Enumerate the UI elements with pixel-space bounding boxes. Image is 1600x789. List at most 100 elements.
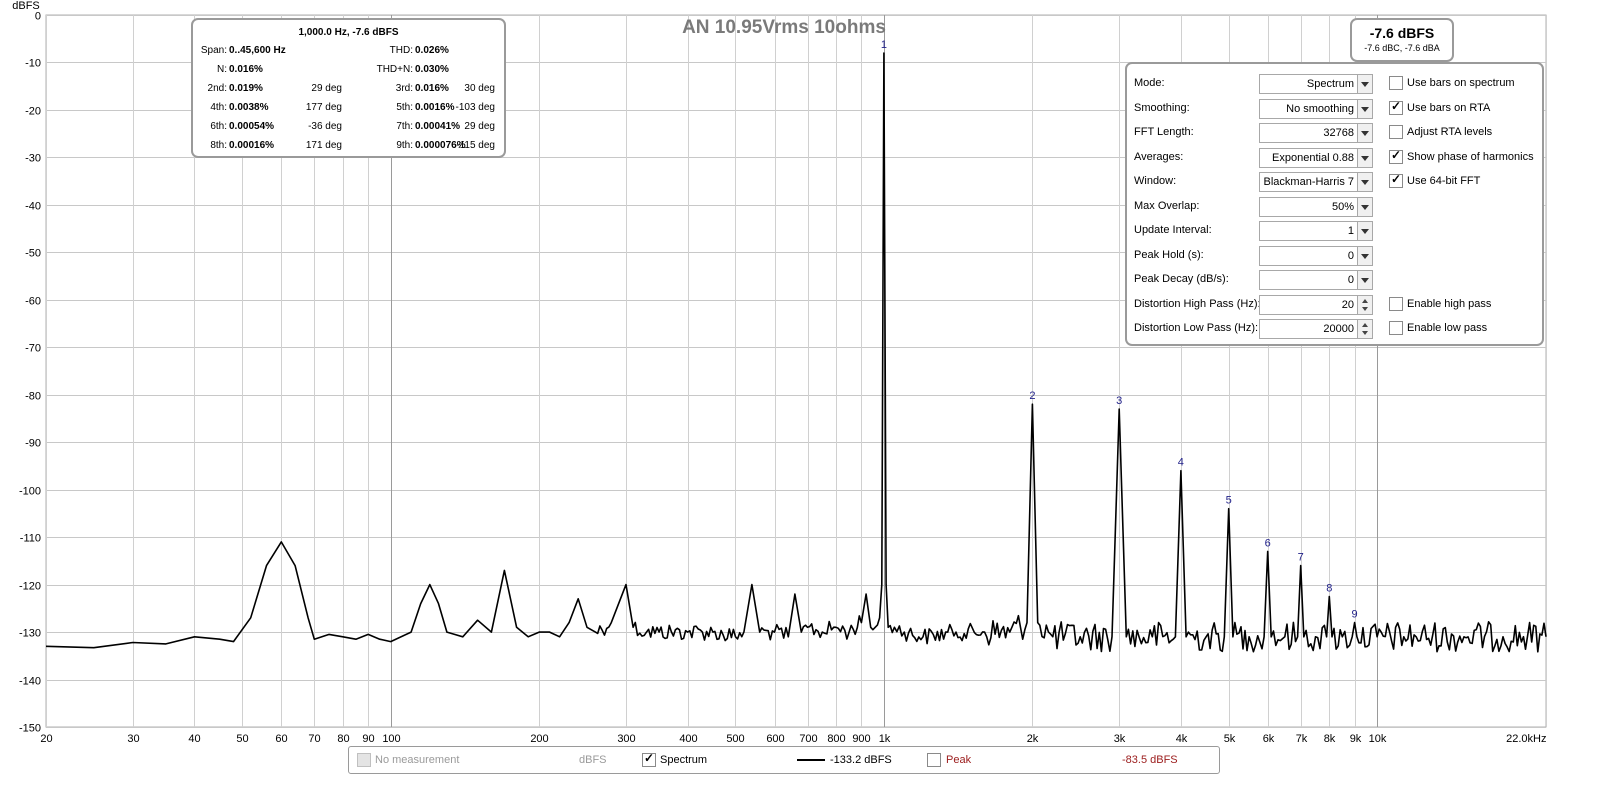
x-tick-label: 900 [852, 733, 870, 745]
control-label: Peak Decay (dB/s): [1134, 273, 1229, 285]
control-label: Window: [1134, 175, 1177, 187]
spectrum-checkbox[interactable] [642, 751, 656, 767]
harmonic-marker-label: 4 [1178, 457, 1184, 469]
option-checkbox[interactable] [1389, 99, 1403, 115]
y-tick-label: -70 [25, 343, 41, 355]
x-tick-label: 40 [188, 733, 200, 745]
control-value: 20 [1341, 298, 1354, 311]
harmonic-phase: 177 deg [305, 102, 342, 113]
x-tick-label: 8k [1324, 733, 1336, 745]
level-sub: -7.6 dBC, -7.6 dBA [1364, 43, 1440, 53]
y-tick-label: -100 [19, 486, 41, 498]
chevron-down-icon[interactable] [1357, 99, 1372, 118]
x-tick-label: 22.0kHz [1506, 733, 1546, 745]
harmonic-label: 2nd: [207, 83, 227, 94]
y-tick-label: -50 [25, 248, 41, 260]
y-axis-label: dBFS [12, 0, 40, 12]
chevron-down-icon[interactable] [1357, 173, 1372, 191]
chevron-down-icon[interactable] [1357, 222, 1372, 240]
spinner-arrows-icon[interactable] [1357, 320, 1372, 338]
stats-harmonic-row: 2nd: 0.019% 29 deg 3rd: 0.016% 30 deg [193, 82, 504, 96]
thdn-value: 0.030% [415, 64, 449, 75]
chevron-down-icon[interactable] [1357, 271, 1372, 289]
harmonic-marker-label: 1 [881, 39, 887, 51]
control-spinner[interactable]: 20 [1259, 294, 1373, 315]
spectrum-legend-label: Spectrum [660, 754, 708, 766]
control-value: 20000 [1323, 323, 1354, 335]
control-dropdown[interactable]: 0 [1259, 270, 1373, 290]
option-checkbox[interactable] [1389, 76, 1403, 90]
harmonic-value: 0.00016% [229, 140, 275, 151]
spectrum-line-swatch [797, 759, 825, 761]
harmonic-phase: -103 deg [455, 102, 495, 113]
peak-checkbox[interactable] [927, 753, 941, 767]
y-tick-label: -60 [25, 296, 41, 308]
option-checkbox[interactable] [1389, 125, 1403, 139]
harmonic-value: 0.00054% [229, 121, 275, 132]
spinner-arrows-icon[interactable] [1357, 295, 1372, 314]
control-value: Spectrum [1306, 78, 1354, 90]
harmonic-value: 0.000076% [415, 140, 466, 151]
y-tick-label: -150 [19, 723, 41, 735]
control-row: FFT Length: 32768 Adjust RTA levels [1127, 123, 1542, 143]
control-dropdown[interactable]: 50% [1259, 196, 1373, 217]
chevron-down-icon[interactable] [1357, 124, 1372, 142]
control-dropdown[interactable]: Blackman-Harris 7 [1259, 172, 1373, 192]
x-tick-label: 400 [679, 733, 697, 745]
harmonic-label: 5th: [396, 102, 413, 113]
harmonic-marker-label: 9 [1351, 609, 1357, 621]
x-tick-label: 1k [879, 733, 891, 745]
control-value: No smoothing [1286, 102, 1354, 115]
no-measurement-label: No measurement [375, 754, 460, 766]
control-label: Max Overlap: [1134, 199, 1200, 212]
chevron-down-icon[interactable] [1357, 75, 1372, 93]
harmonic-label: 7th: [396, 121, 413, 132]
no-measurement-checkbox[interactable] [357, 753, 371, 767]
harmonic-value: 0.0016% [415, 102, 455, 113]
harmonic-phase: -36 deg [308, 121, 342, 132]
x-tick-label: 100 [382, 733, 400, 745]
chevron-down-icon[interactable] [1357, 148, 1372, 167]
x-tick-label: 6k [1263, 733, 1275, 745]
control-label: Peak Hold (s): [1134, 248, 1204, 261]
harmonic-value: 0.016% [415, 83, 449, 94]
control-label: Averages: [1134, 150, 1184, 163]
harmonic-marker-label: 7 [1298, 552, 1304, 564]
x-tick-label: 70 [308, 733, 320, 745]
n-label: N: [217, 64, 227, 75]
legend-bar: No measurement dBFS Spectrum -133.2 dBFS… [348, 746, 1220, 774]
chevron-down-icon[interactable] [1357, 197, 1372, 216]
x-tick-label: 600 [766, 733, 784, 745]
harmonic-phase: 29 deg [311, 83, 342, 94]
control-spinner[interactable]: 20000 [1259, 319, 1373, 339]
control-row: Distortion Low Pass (Hz): 20000 Enable low… [1127, 319, 1542, 339]
control-dropdown[interactable]: 1 [1259, 221, 1373, 241]
control-row: Window: Blackman-Harris 7 Use 64-bit FFT [1127, 172, 1542, 192]
level-main: -7.6 dBFS [1369, 25, 1435, 41]
control-dropdown[interactable]: Exponential 0.88 [1259, 147, 1373, 168]
option-checkbox[interactable] [1389, 172, 1403, 188]
x-tick-label: 200 [530, 733, 548, 745]
chevron-down-icon[interactable] [1357, 246, 1372, 265]
x-tick-label: 60 [275, 733, 287, 745]
distortion-stats-panel: 1,000.0 Hz, -7.6 dBFS Span: 0..45,600 Hz… [191, 18, 506, 158]
spectrum-legend-value: -133.2 dBFS [830, 754, 892, 766]
control-dropdown[interactable]: 32768 [1259, 123, 1373, 143]
option-checkbox[interactable] [1389, 148, 1403, 164]
option-checkbox[interactable] [1389, 296, 1403, 311]
harmonic-marker-label: 2 [1029, 390, 1035, 402]
control-dropdown[interactable]: Spectrum [1259, 74, 1373, 94]
level-readout: -7.6 dBFS -7.6 dBC, -7.6 dBA [1350, 18, 1454, 62]
x-tick-label: 10k [1369, 733, 1387, 745]
option-label: Adjust RTA levels [1407, 126, 1493, 138]
control-row: Averages: Exponential 0.88 Show phase of h… [1127, 147, 1542, 168]
y-tick-label: -90 [25, 438, 41, 450]
harmonic-marker-label: 8 [1326, 582, 1332, 594]
harmonic-value: 0.0038% [229, 102, 269, 113]
x-axis-ticks: 20 30 40 50 60 70 80 90 100 200 300 400 500 600 700 800… [40, 733, 1546, 745]
option-checkbox[interactable] [1389, 321, 1403, 335]
peak-legend-value: -83.5 dBFS [1122, 754, 1178, 766]
control-dropdown[interactable]: 0 [1259, 245, 1373, 266]
control-dropdown[interactable]: No smoothing [1259, 98, 1373, 119]
control-row: Mode: Spectrum Use bars on spectrum [1127, 74, 1542, 94]
